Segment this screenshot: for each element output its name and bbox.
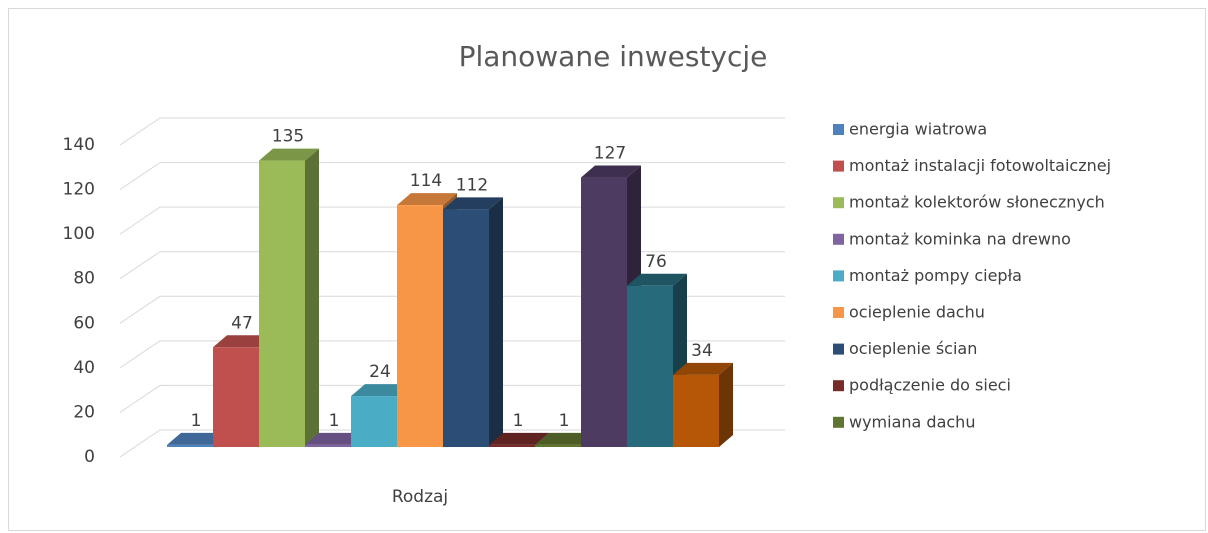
data-label: 24	[369, 362, 391, 382]
bar	[213, 347, 259, 447]
grid-line	[119, 162, 785, 190]
bar-top	[535, 432, 595, 445]
bar-top	[397, 193, 457, 206]
grid-line	[119, 340, 785, 369]
data-label: 1	[513, 411, 524, 431]
legend-label: ocieplenie dachu	[849, 303, 985, 322]
grid-line	[119, 429, 785, 458]
bar	[535, 444, 581, 447]
y-tick-label: 120	[63, 180, 95, 200]
bar-top	[167, 432, 227, 445]
legend-label: montaż pompy ciepła	[849, 266, 1022, 285]
y-tick-label: 40	[73, 358, 95, 378]
data-label: 34	[691, 341, 713, 361]
bar-top	[581, 165, 641, 178]
legend-label: podłączenie do sieci	[849, 376, 1011, 395]
bar-top	[305, 432, 365, 445]
legend-swatch	[833, 270, 844, 282]
data-label: 112	[456, 175, 488, 195]
legend-swatch	[833, 233, 844, 245]
legend-label: ocieplenie ścian	[849, 339, 977, 358]
bar	[167, 444, 213, 447]
bar-top	[627, 273, 687, 286]
y-tick-label: 140	[63, 135, 95, 155]
data-label: 1	[329, 411, 340, 431]
x-axis-label: Rodzaj	[392, 487, 448, 507]
bar-side	[719, 362, 733, 447]
data-label: 127	[594, 144, 626, 164]
grid-line	[119, 251, 785, 280]
y-tick-label: 20	[73, 402, 95, 422]
data-label: 135	[272, 127, 304, 147]
y-tick-label: 100	[63, 224, 95, 244]
legend-label: montaż instalacji fotowoltaicznej	[849, 156, 1111, 175]
legend-label: montaż kominka na drewno	[849, 229, 1071, 248]
bar	[305, 444, 351, 447]
bar	[489, 444, 535, 447]
legend-swatch	[833, 160, 844, 172]
data-label: 1	[559, 411, 570, 431]
legend-swatch	[833, 197, 844, 209]
chart-title: Planowane inwestycje	[459, 40, 768, 73]
bar	[443, 209, 489, 447]
data-label: 76	[645, 252, 667, 272]
legend-swatch	[833, 124, 844, 135]
bar-top	[443, 197, 503, 210]
legend-label: energia wiatrowa	[849, 120, 987, 139]
bar	[351, 396, 397, 447]
bar-side	[489, 197, 503, 447]
legend-swatch	[833, 307, 844, 318]
grid-line	[119, 384, 785, 413]
legend-swatch	[833, 343, 844, 355]
bar-top	[213, 335, 273, 348]
bar-top	[351, 384, 411, 397]
grid-line	[119, 295, 785, 324]
bar-top	[673, 362, 733, 375]
data-label: 114	[410, 171, 442, 191]
data-label: 1	[191, 411, 202, 431]
legend-label: wymiana dachu	[849, 412, 975, 431]
grid-line	[119, 117, 785, 146]
legend-swatch	[833, 416, 844, 428]
bar	[397, 205, 443, 447]
legend-swatch	[833, 380, 844, 392]
y-tick-label: 0	[84, 447, 95, 467]
bar-side	[305, 148, 319, 448]
data-label: 47	[231, 313, 253, 333]
grid-line	[119, 206, 785, 235]
bar	[259, 160, 305, 448]
bar	[673, 374, 719, 447]
bar	[627, 285, 673, 447]
bar-top	[259, 148, 319, 161]
y-tick-label: 60	[73, 313, 95, 333]
bar	[581, 177, 627, 447]
bar-top	[489, 432, 549, 445]
legend-label: montaż kolektorów słonecznych	[849, 193, 1105, 212]
y-tick-label: 80	[73, 269, 95, 289]
